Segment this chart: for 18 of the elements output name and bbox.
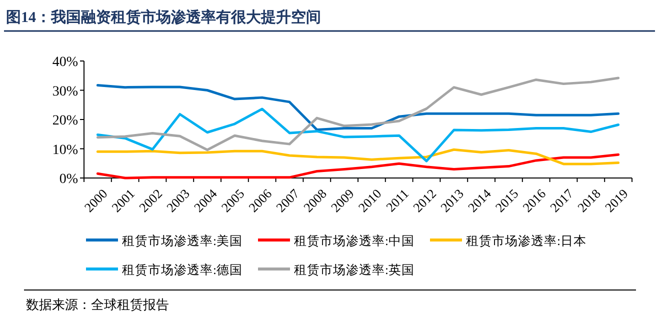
y-tick-label: 30% (52, 84, 78, 100)
legend-label: 租赁市场渗透率:美国 (122, 233, 242, 248)
legend-label: 租赁市场渗透率:日本 (466, 233, 586, 248)
line-series (96, 76, 620, 152)
line-series (96, 84, 620, 131)
y-tick-label: 40% (52, 55, 78, 70)
line-series (96, 108, 620, 162)
source-note: 数据来源：全球租赁报告 (26, 297, 169, 312)
chart-title: 图14：我国融资租赁市场渗透率有很大提升空间 (6, 8, 321, 26)
y-tick-label: 10% (52, 142, 78, 158)
x-tick-label: 2011 (382, 186, 412, 215)
legend-label: 租赁市场渗透率:英国 (294, 262, 414, 277)
legend-label: 租赁市场渗透率:德国 (122, 262, 242, 277)
line-series (96, 153, 620, 180)
y-tick-label: 20% (52, 114, 78, 128)
legend-label: 租赁市场渗透率:中国 (294, 233, 414, 248)
line-series (96, 148, 620, 166)
y-tick-label: 0% (59, 172, 78, 187)
